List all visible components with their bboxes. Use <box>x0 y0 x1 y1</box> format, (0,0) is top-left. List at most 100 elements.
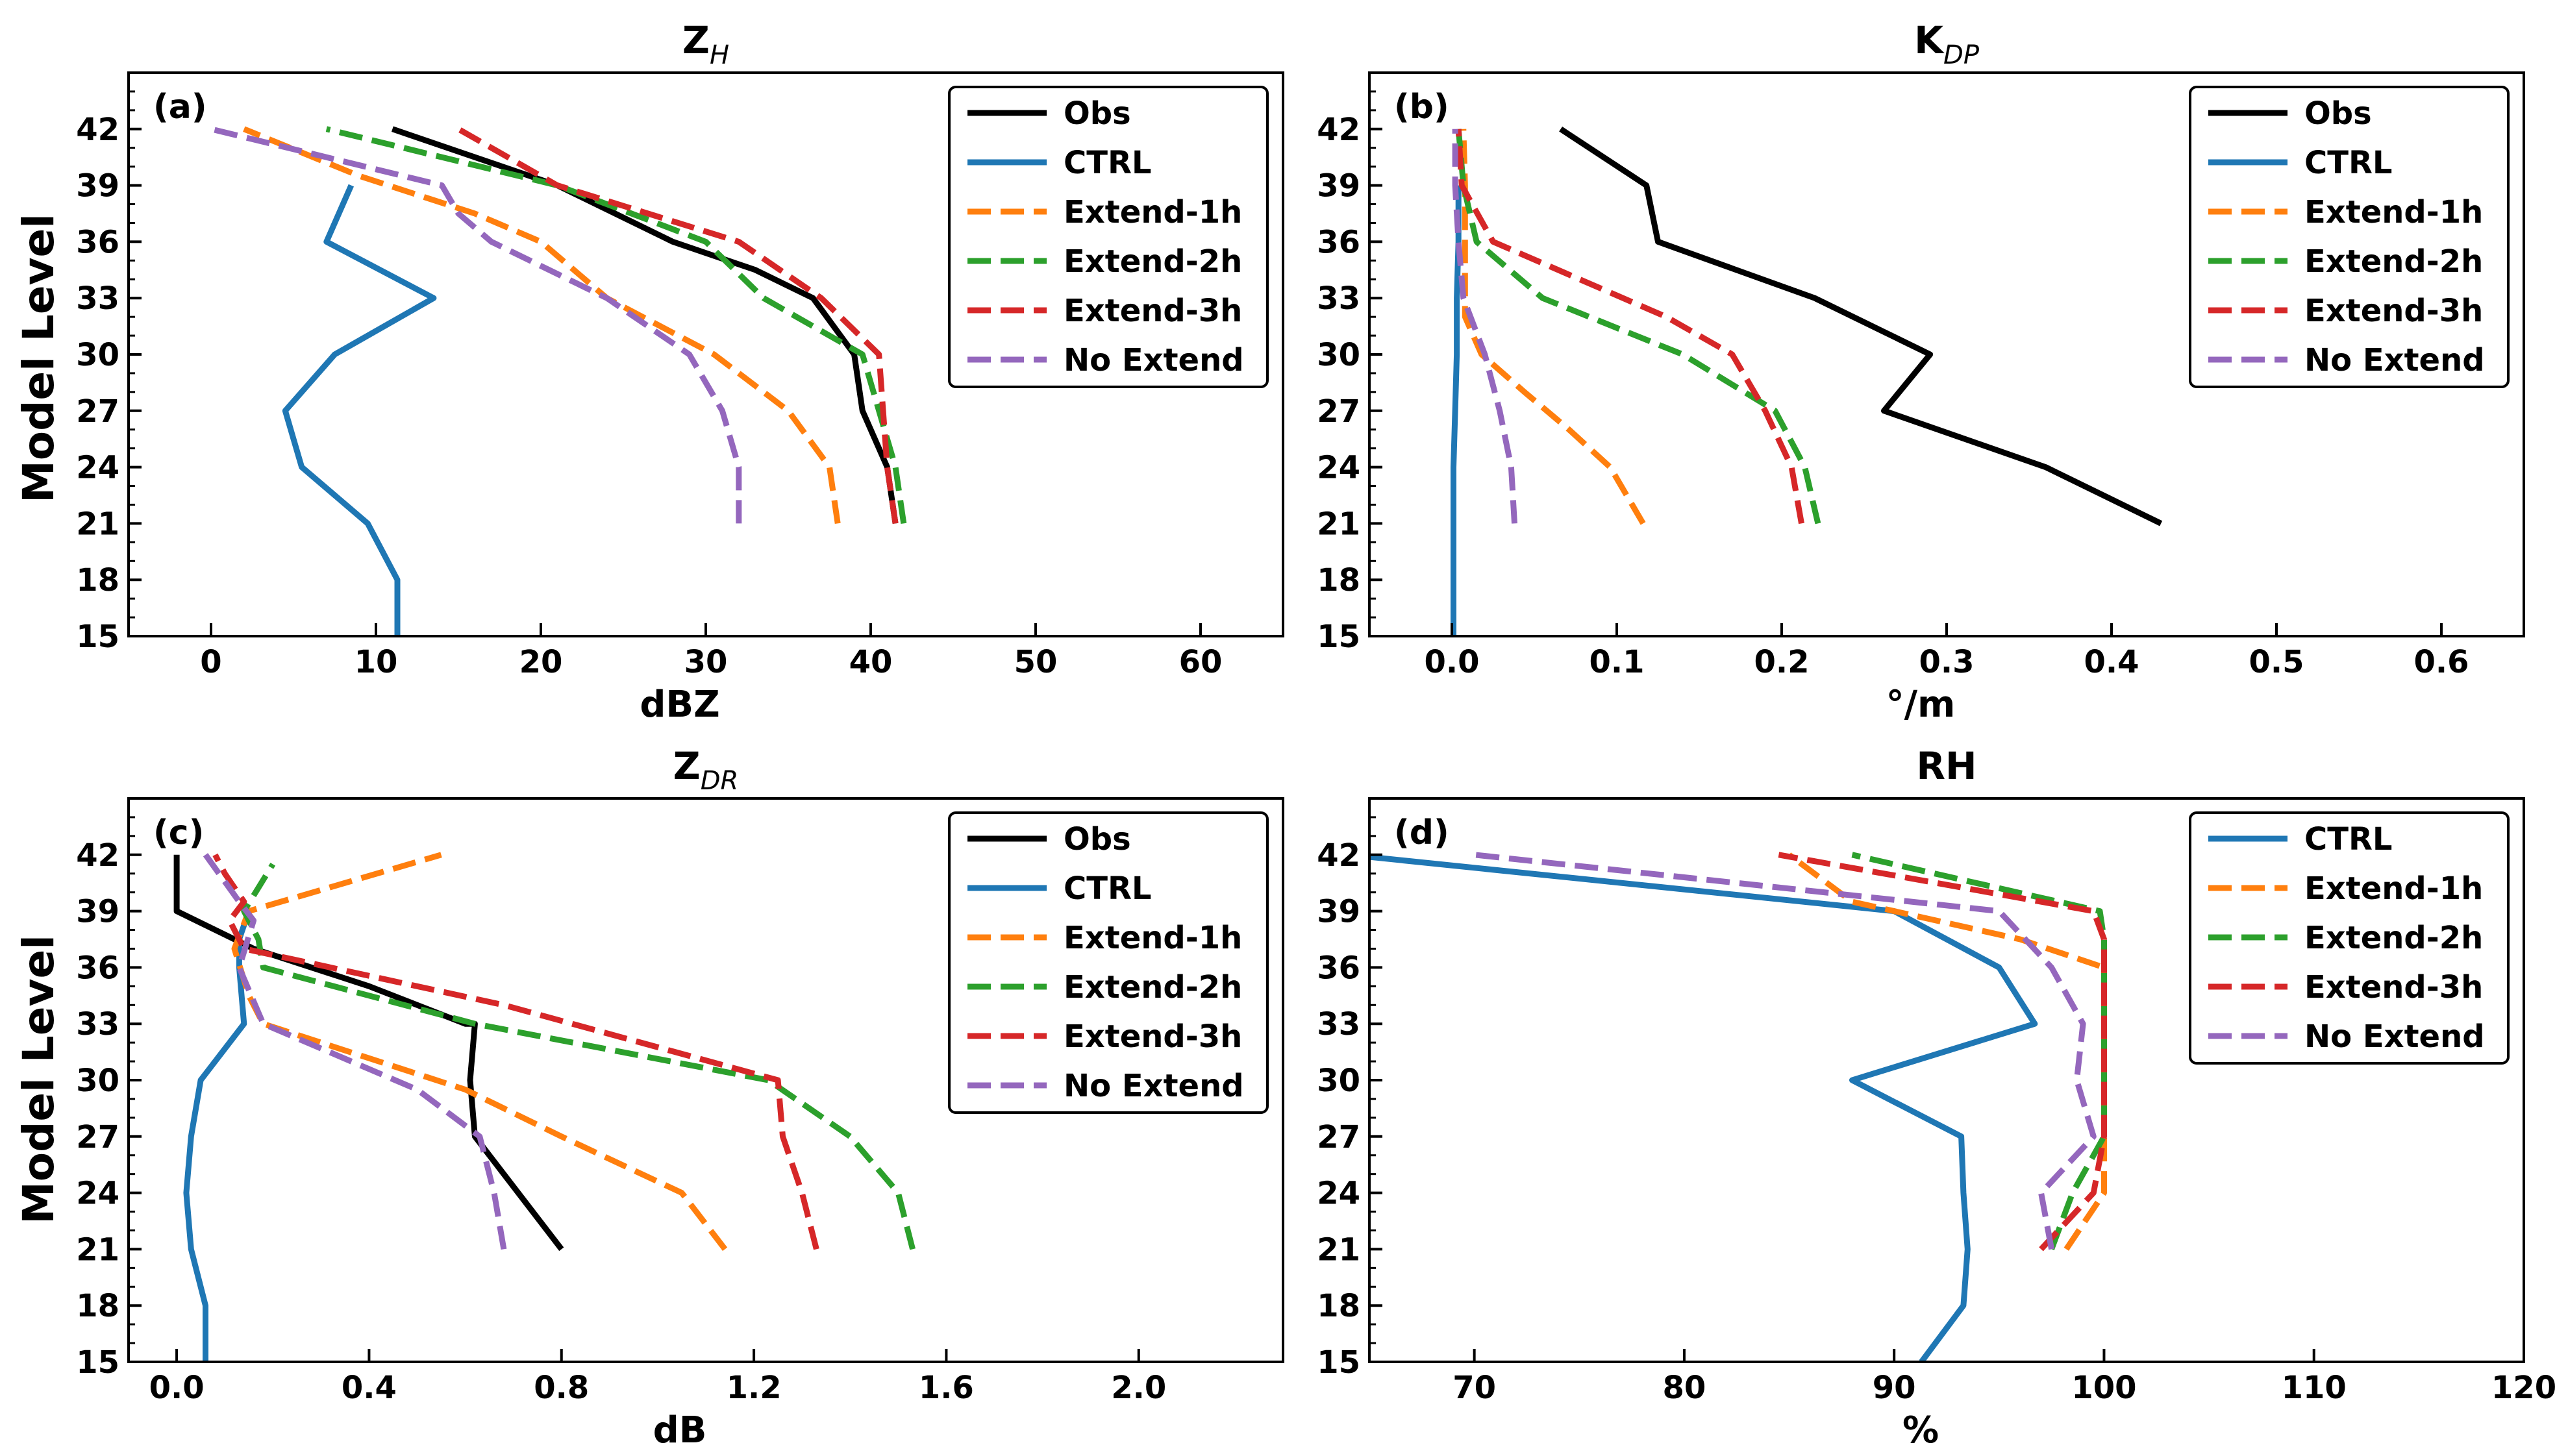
panel-c-x-tick-label: 1.2 <box>727 1370 782 1406</box>
panel-c-legend-label-ctrl: CTRL <box>1064 870 1152 907</box>
panel-a-y-tick-label: 36 <box>76 224 119 260</box>
panel-a: ZH 0 10 20 30 40 50 60 15 18 21 24 27 30 33 36 39 42 dBZ (a… <box>76 18 1284 726</box>
panel-b-legend-label-no-extend: No Extend <box>2304 342 2485 378</box>
panel-c-line-extend-1h <box>231 852 728 1252</box>
panel-d-x-tick-label: 120 <box>2491 1370 2556 1406</box>
panel-b-y-tick-label: 15 <box>1317 619 1360 655</box>
panel-d-legend-label-extend-2h: Extend-2h <box>2304 920 2483 956</box>
panel-b-x-tick-label: 0.3 <box>1919 644 1974 680</box>
panel-a-y-tick-label: 18 <box>76 562 119 598</box>
panel-c-series <box>173 852 916 1362</box>
panel-c-line-extend-2h <box>241 862 916 1250</box>
panel-c-y-tick-label: 21 <box>76 1231 119 1268</box>
panel-b-title-subscript: DP <box>1943 40 1980 70</box>
panel-b-y-tick-label: 18 <box>1317 562 1360 598</box>
panel-d-y-tick-label: 24 <box>1317 1176 1360 1212</box>
panel-d-x-tick-label: 90 <box>1873 1370 1916 1406</box>
panel-c-legend-label-extend-3h: Extend-3h <box>1064 1018 1242 1055</box>
panel-a-line-extend-2h <box>325 126 907 524</box>
panel-a-series <box>210 126 907 636</box>
panel-a-y-tick-label: 21 <box>76 506 119 542</box>
panel-d-y-tick-label: 15 <box>1317 1344 1360 1381</box>
panel-b-line-extend-1h <box>1460 129 1646 525</box>
panel-b-series <box>1451 127 2163 636</box>
panel-d-legend-label-extend-1h: Extend-1h <box>2304 870 2483 907</box>
panel-c-y-tick-label: 15 <box>76 1344 119 1381</box>
panel-c-x-tick-label: 1.6 <box>919 1370 974 1406</box>
panel-b-x-tick-label: 0.4 <box>2084 644 2139 680</box>
panel-d-y-tick-label: 36 <box>1317 950 1360 986</box>
panel-c-x-tick-label: 2.0 <box>1111 1370 1166 1406</box>
panel-d-y-tick-label: 30 <box>1317 1063 1360 1099</box>
panel-c-label: (c) <box>153 813 204 852</box>
panel-d: RH 70 80 90 100 110 120 15 18 21 24 27 30 33 36 39 42% (d… <box>1317 744 2556 1451</box>
panel-d-line-extend-1h <box>1787 852 2107 1251</box>
panel-c-y-tick-label: 30 <box>76 1063 119 1099</box>
panel-b-y-tick-label: 21 <box>1317 506 1360 542</box>
panel-b-title: KDP <box>1914 18 1980 70</box>
panel-b-line-no-extend <box>1452 129 1517 524</box>
panel-c-line-ctrl <box>183 910 252 1362</box>
panel-a-x-tick-label: 40 <box>849 644 893 680</box>
panel-a-title-subscript: H <box>710 40 729 70</box>
panel-b-x-tick-label: 0.5 <box>2249 644 2304 680</box>
panel-a-x-tick-label: 60 <box>1179 644 1223 680</box>
panel-c-y-tick-label: 24 <box>76 1176 119 1212</box>
panel-a-label: (a) <box>153 88 207 127</box>
panel-b-x-tick-label: 0.2 <box>1754 644 1809 680</box>
panel-a-legend-label-extend-1h: Extend-1h <box>1064 194 1242 230</box>
panel-b-x-tick-label: 0.1 <box>1589 644 1644 680</box>
panel-d-series <box>1369 852 2107 1362</box>
panel-a-y-tick-label: 15 <box>76 619 119 655</box>
panel-c-title-subscript: DR <box>701 766 739 796</box>
panel-d-legend-label-extend-3h: Extend-3h <box>2304 969 2483 1006</box>
panel-c-x-axis-label: dB <box>653 1409 707 1451</box>
panel-a-title-main: Z <box>682 18 710 62</box>
panel-c-x-tick-label: 0.4 <box>342 1370 397 1406</box>
panel-c-x-tick-label: 0.0 <box>149 1370 205 1406</box>
panel-b-x-tick-label: 0.6 <box>2413 644 2469 680</box>
panel-b-legend: Obs CTRL Extend-1h Extend-2h Extend-3h No Ext… <box>2189 86 2510 388</box>
panel-c-y-tick-label: 27 <box>76 1119 119 1155</box>
panel-d-legend-label-ctrl: CTRL <box>2304 821 2393 858</box>
panel-b-y-tick-label: 24 <box>1317 450 1360 486</box>
panels: ZH0 10 20 30 40 50 6015182124273033363942dBZ(a… <box>76 18 2556 1451</box>
panel-d-y-tick-label: 18 <box>1317 1288 1360 1324</box>
panel-a-legend-label-obs: Obs <box>1064 95 1131 132</box>
panel-a-legend-label-no-extend: No Extend <box>1064 342 1244 378</box>
panel-d-y-tick-label: 39 <box>1317 894 1360 930</box>
panel-b-x-tick-label: 0.0 <box>1424 644 1479 680</box>
panel-b-line-extend-3h <box>1455 129 1804 524</box>
panel-b-y-tick-label: 36 <box>1317 224 1360 260</box>
panel-c-legend-label-obs: Obs <box>1064 821 1131 858</box>
panel-c-line-no-extend <box>203 853 507 1250</box>
panel-d-title-main: RH <box>1916 744 1976 788</box>
panel-a-y-tick-label: 27 <box>76 393 119 430</box>
panel-c-legend-label-extend-2h: Extend-2h <box>1064 969 1242 1006</box>
panel-d-legend-label-no-extend: No Extend <box>2304 1018 2485 1055</box>
panel-b-y-tick-label: 39 <box>1317 168 1360 204</box>
panel-b-title-main: K <box>1914 18 1945 62</box>
panel-b-label: (b) <box>1394 88 1449 127</box>
panel-a-x-tick-label: 20 <box>519 644 563 680</box>
panel-d-x-tick-label: 80 <box>1663 1370 1706 1406</box>
panel-d-line-ctrl <box>1369 854 2038 1362</box>
panel-a-x-tick-label: 50 <box>1014 644 1058 680</box>
y-axis-label-top: Model Level <box>14 214 64 503</box>
panel-a-x-axis-label: dBZ <box>640 684 719 726</box>
panel-a-x-tick-label: 10 <box>355 644 398 680</box>
panel-c-line-extend-3h <box>212 853 819 1250</box>
panel-d-x-tick-label: 100 <box>2071 1370 2136 1406</box>
panel-c-y-tick-label: 33 <box>76 1006 119 1043</box>
panel-d-y-tick-label: 21 <box>1317 1231 1360 1268</box>
panel-b-legend-label-extend-2h: Extend-2h <box>2304 243 2483 280</box>
panel-b-line-obs <box>1559 127 2163 526</box>
panel-b-legend-label-extend-3h: Extend-3h <box>2304 293 2483 329</box>
panel-d-x-tick-label: 70 <box>1452 1370 1496 1406</box>
panel-c-y-tick-label: 18 <box>76 1288 119 1324</box>
panel-c-x-tick-label: 0.8 <box>534 1370 589 1406</box>
panel-a-y-tick-label: 24 <box>76 450 119 486</box>
panel-a-legend-label-extend-3h: Extend-3h <box>1064 293 1242 329</box>
panel-d-title: RH <box>1916 744 1976 788</box>
